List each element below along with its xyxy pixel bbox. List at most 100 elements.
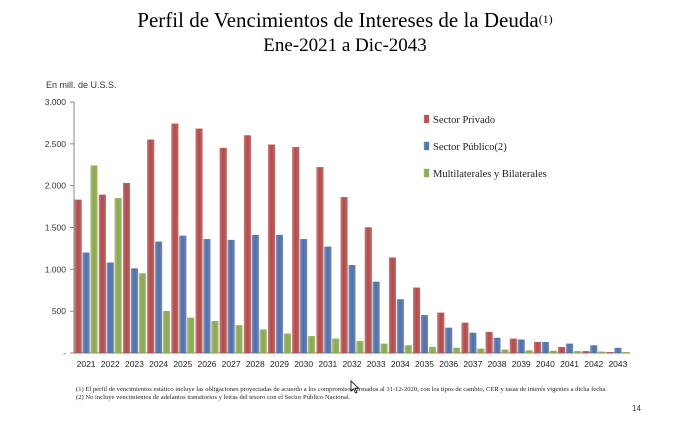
x-tick-label: 2029 <box>270 359 289 369</box>
x-tick-label: 2043 <box>608 359 627 369</box>
bar-sector-privado <box>533 341 541 354</box>
bar-sector-privado <box>74 199 82 354</box>
bar-sector-privado <box>558 346 566 354</box>
bar-multilaterales-y-bilaterales <box>356 341 364 354</box>
x-tick-label: 2037 <box>463 359 482 369</box>
legend-label: Sector Privado <box>433 115 495 126</box>
bar-sector-p-blico-2- <box>493 337 501 354</box>
bar-multilaterales-y-bilaterales <box>138 273 146 354</box>
x-tick-label: 2025 <box>173 359 192 369</box>
bar-sector-privado <box>219 147 227 354</box>
bar-multilaterales-y-bilaterales <box>332 338 340 354</box>
bar-sector-p-blico-2- <box>469 332 477 354</box>
bar-sector-p-blico-2- <box>396 299 404 354</box>
bar-sector-p-blico-2- <box>324 246 332 354</box>
bar-sector-privado <box>582 351 590 354</box>
legend-label: Sector Público(2) <box>433 142 507 153</box>
x-tick-label: 2036 <box>439 359 458 369</box>
x-tick-label: 2033 <box>367 359 386 369</box>
x-tick-label: 2038 <box>488 359 507 369</box>
y-tick-label: 1.500 <box>45 223 67 233</box>
bar-sector-privado <box>195 128 203 354</box>
bar-sector-p-blico-2- <box>348 264 356 354</box>
bar-multilaterales-y-bilaterales <box>380 343 388 354</box>
bar-multilaterales-y-bilaterales <box>525 350 533 354</box>
bar-sector-p-blico-2- <box>300 239 308 354</box>
y-axis-unit-label: En mill. de U.S.S. <box>46 80 117 90</box>
mouse-cursor-icon <box>350 380 360 394</box>
bar-sector-p-blico-2- <box>275 234 283 354</box>
x-tick-label: 2032 <box>343 359 362 369</box>
bar-sector-privado <box>268 144 276 354</box>
bar-sector-privado <box>98 194 106 354</box>
bar-sector-privado <box>316 167 324 354</box>
page-number: 14 <box>632 404 641 413</box>
x-tick-label: 2035 <box>415 359 434 369</box>
bar-multilaterales-y-bilaterales <box>235 325 243 354</box>
bar-multilaterales-y-bilaterales <box>90 165 98 354</box>
bar-multilaterales-y-bilaterales <box>477 348 485 354</box>
bar-sector-p-blico-2- <box>614 347 622 354</box>
bar-sector-privado <box>364 227 372 354</box>
bar-sector-p-blico-2- <box>130 268 138 354</box>
bar-multilaterales-y-bilaterales <box>259 329 267 354</box>
bar-multilaterales-y-bilaterales <box>598 351 606 354</box>
x-tick-label: 2026 <box>197 359 216 369</box>
bar-sector-p-blico-2- <box>445 327 453 354</box>
bar-sector-p-blico-2- <box>251 234 259 354</box>
bar-sector-p-blico-2- <box>372 281 380 354</box>
bar-multilaterales-y-bilaterales <box>501 349 509 354</box>
bar-sector-p-blico-2- <box>566 343 574 354</box>
bar-sector-privado <box>437 312 445 354</box>
title-footnote-mark: (1) <box>538 12 553 26</box>
bar-sector-p-blico-2- <box>227 239 235 354</box>
x-tick-label: 2023 <box>125 359 144 369</box>
bar-multilaterales-y-bilaterales <box>404 345 412 354</box>
bar-sector-p-blico-2- <box>203 239 211 354</box>
bar-sector-p-blico-2- <box>541 341 549 354</box>
x-tick-label: 2039 <box>512 359 531 369</box>
bar-sector-privado <box>485 331 493 354</box>
bar-sector-privado <box>147 139 155 354</box>
bar-sector-privado <box>461 322 469 354</box>
bar-multilaterales-y-bilaterales <box>549 350 557 354</box>
bar-sector-p-blico-2- <box>179 235 187 354</box>
legend-swatch <box>423 168 430 178</box>
x-tick-label: 2040 <box>536 359 555 369</box>
legend-label: Multilaterales y Bilaterales <box>433 169 547 180</box>
bar-sector-privado <box>171 123 179 354</box>
footnote-1: (1) El perfil de vencimientos estático i… <box>76 386 608 393</box>
y-tick-label: - <box>63 348 66 358</box>
bar-sector-p-blico-2- <box>155 241 163 354</box>
bar-sector-p-blico-2- <box>82 252 90 354</box>
bar-sector-privado <box>388 257 396 354</box>
bar-sector-p-blico-2- <box>421 315 429 354</box>
bar-multilaterales-y-bilaterales <box>114 198 122 354</box>
x-tick-label: 2028 <box>246 359 265 369</box>
x-tick-label: 2031 <box>318 359 337 369</box>
x-tick-label: 2024 <box>149 359 168 369</box>
bar-sector-privado <box>606 352 614 354</box>
bar-sector-p-blico-2- <box>517 339 525 354</box>
bar-sector-privado <box>292 147 300 354</box>
bar-sector-privado <box>243 135 251 354</box>
legend-swatch <box>423 114 430 124</box>
bar-sector-privado <box>123 183 131 354</box>
bar-sector-p-blico-2- <box>590 345 598 354</box>
y-tick-label: 2.000 <box>45 181 67 191</box>
footnote-2: (2) No incluye vencimientos de adelantos… <box>76 394 351 402</box>
y-tick-label: 3.000 <box>45 97 67 107</box>
bar-sector-privado <box>340 197 348 354</box>
footnotes: (1) El perfil de vencimientos estático i… <box>76 386 616 403</box>
bar-sector-privado <box>509 338 517 354</box>
bar-sector-privado <box>413 287 421 354</box>
bar-multilaterales-y-bilaterales <box>308 336 316 354</box>
x-tick-label: 2042 <box>584 359 603 369</box>
bar-multilaterales-y-bilaterales <box>573 351 581 354</box>
y-tick-label: 1.000 <box>45 264 67 274</box>
x-tick-label: 2021 <box>77 359 96 369</box>
y-tick-label: 500 <box>52 306 66 316</box>
bar-multilaterales-y-bilaterales <box>622 352 630 354</box>
bar-multilaterales-y-bilaterales <box>187 317 195 354</box>
x-tick-label: 2027 <box>222 359 241 369</box>
